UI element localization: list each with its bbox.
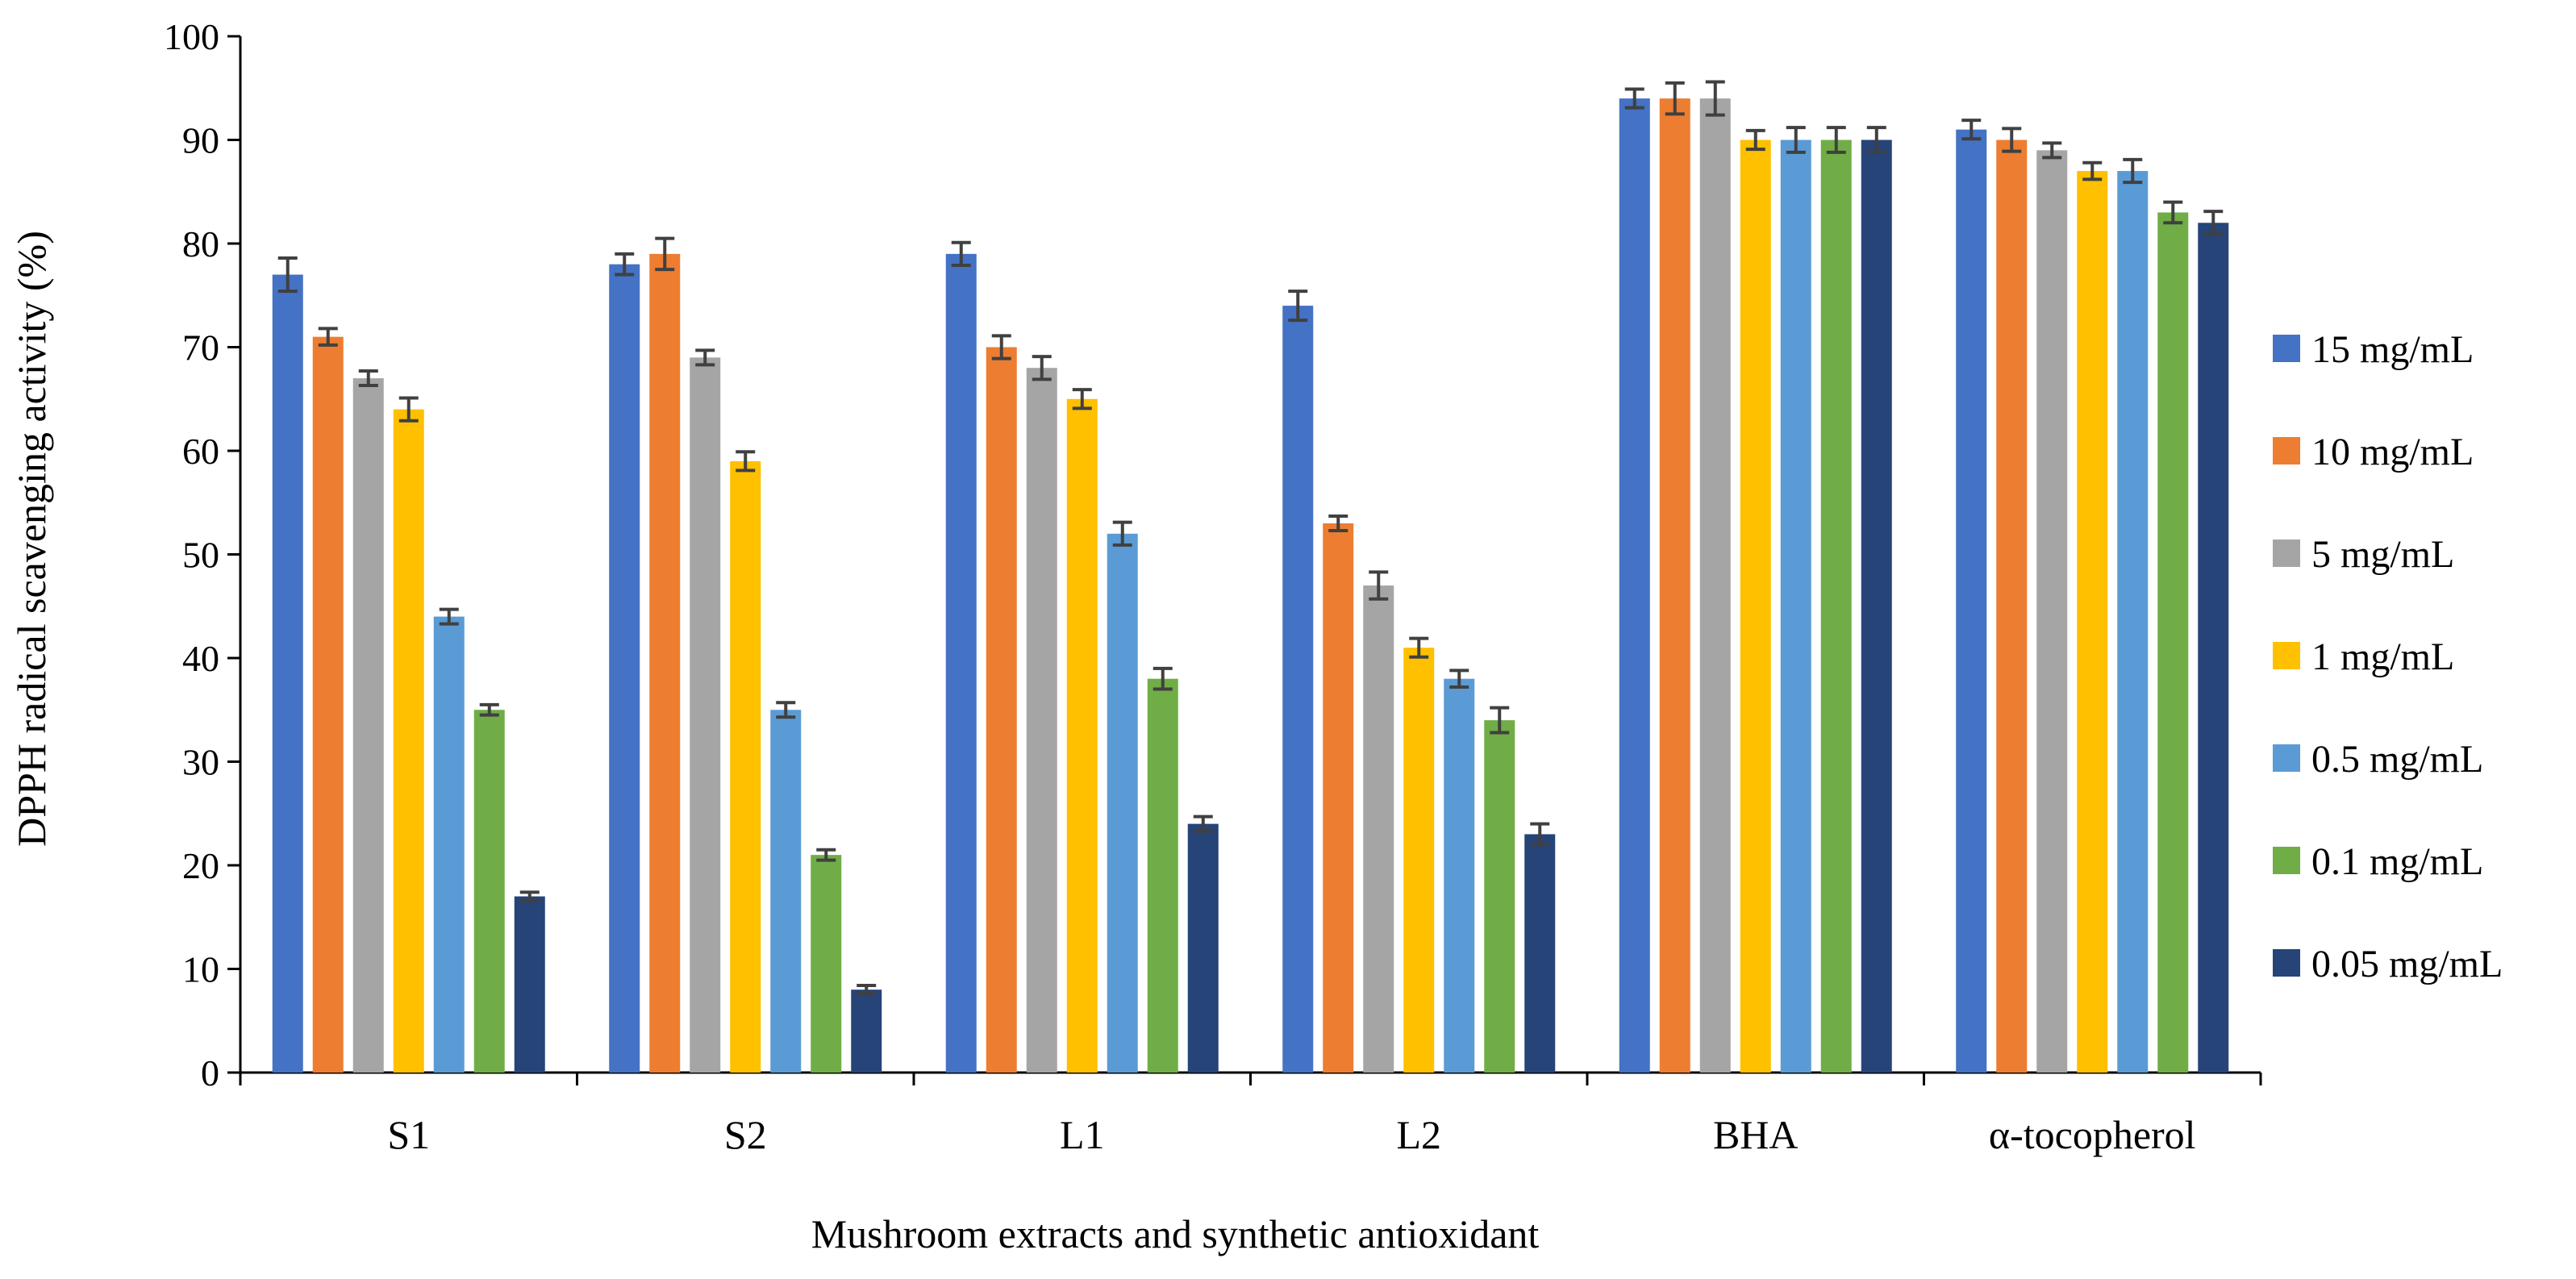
legend-swatch: [2273, 847, 2300, 874]
series-0-1-mg-ml: [473, 126, 2189, 1073]
bar: [1323, 523, 1354, 1073]
legend-label: 0.1 mg/mL: [2311, 840, 2483, 883]
legend-label: 5 mg/mL: [2311, 533, 2454, 576]
bar: [1444, 678, 1475, 1073]
bar: [1363, 585, 1394, 1073]
legend-swatch: [2273, 437, 2300, 465]
y-tick-label: 80: [182, 223, 219, 265]
bar: [2036, 150, 2068, 1073]
bar: [514, 896, 545, 1073]
legend-item: 15 mg/mL: [2273, 328, 2474, 371]
y-tick-label: 90: [182, 120, 219, 161]
bar: [811, 855, 842, 1073]
legend-item: 5 mg/mL: [2273, 533, 2454, 576]
y-axis-title: DPPH radical scavenging activity (%): [9, 231, 54, 847]
y-tick-label: 10: [182, 949, 219, 990]
bar: [2198, 223, 2229, 1073]
bar: [393, 409, 424, 1073]
legend-swatch: [2273, 744, 2300, 772]
bar: [352, 378, 384, 1073]
bar: [1619, 98, 1650, 1073]
series-1-mg-ml: [393, 128, 2108, 1073]
series-0-5-mg-ml: [433, 126, 2149, 1073]
bar: [1740, 140, 1771, 1073]
bar: [690, 357, 721, 1073]
series-10-mg-ml: [312, 81, 2028, 1073]
legend-item: 0.05 mg/mL: [2273, 943, 2503, 985]
legend-swatch: [2273, 540, 2300, 567]
bar: [1820, 140, 1852, 1073]
y-tick-label: 0: [201, 1052, 219, 1094]
bar: [1026, 368, 1057, 1073]
y-tick-label: 20: [182, 845, 219, 886]
legend-item: 10 mg/mL: [2273, 431, 2474, 473]
bar: [945, 253, 977, 1073]
legend-swatch: [2273, 642, 2300, 669]
bar: [1147, 678, 1178, 1073]
legend-label: 0.5 mg/mL: [2311, 738, 2483, 781]
bar: [1956, 129, 1987, 1073]
bar: [1780, 140, 1811, 1073]
legend-label: 0.05 mg/mL: [2311, 943, 2503, 985]
y-tick-label: 100: [164, 16, 219, 57]
series-0-05-mg-ml: [514, 126, 2229, 1073]
bar: [1282, 306, 1314, 1073]
bars: [272, 80, 2229, 1073]
bar: [272, 274, 303, 1073]
y-tick-label: 70: [182, 327, 219, 369]
bar: [1066, 398, 1098, 1073]
x-tick-label: S2: [724, 1112, 767, 1157]
x-tick-label: L1: [1060, 1112, 1105, 1157]
x-tick-label: S1: [387, 1112, 430, 1157]
bar: [2077, 171, 2108, 1073]
bar: [770, 710, 802, 1073]
bar: [1861, 140, 1892, 1073]
bar: [312, 336, 344, 1073]
x-axis: S1 S2 L1 L2 BHA α-tocopherol: [239, 1071, 2262, 1157]
bar: [1699, 98, 1731, 1073]
bar: [433, 616, 465, 1073]
bar: [1187, 823, 1219, 1073]
y-axis: 0 10 20 30 40 50 60 70 80 90 100: [164, 16, 242, 1094]
series-15-mg-ml: [272, 87, 1987, 1073]
bar: [730, 460, 761, 1073]
legend-swatch: [2273, 335, 2300, 362]
y-tick-label: 50: [182, 535, 219, 576]
bar: [1403, 648, 1435, 1073]
bar: [1996, 140, 2028, 1073]
bar: [986, 347, 1017, 1073]
bar: [851, 989, 882, 1073]
y-tick-label: 60: [182, 431, 219, 472]
legend: 15 mg/mL 10 mg/mL 5 mg/mL 1 mg/mL 0.5 mg/mL 0…: [2273, 328, 2503, 985]
series-5-mg-ml: [352, 80, 2068, 1073]
legend-label: 15 mg/mL: [2311, 328, 2474, 371]
bar: [1484, 720, 1515, 1073]
y-tick-label: 30: [182, 742, 219, 783]
legend-swatch: [2273, 949, 2300, 977]
bar: [649, 253, 681, 1073]
legend-item: 1 mg/mL: [2273, 635, 2454, 678]
legend-label: 10 mg/mL: [2311, 431, 2474, 473]
x-axis-title: Mushroom extracts and synthetic antioxid…: [811, 1211, 1540, 1256]
legend-item: 0.5 mg/mL: [2273, 738, 2483, 781]
bar: [1107, 533, 1138, 1073]
x-tick-label: BHA: [1713, 1112, 1799, 1157]
y-tick-label: 40: [182, 638, 219, 679]
legend-label: 1 mg/mL: [2311, 635, 2454, 678]
bar: [1659, 98, 1690, 1073]
bar: [609, 264, 640, 1073]
bar: [1524, 834, 1556, 1073]
legend-item: 0.1 mg/mL: [2273, 840, 2483, 883]
bar: [2117, 171, 2149, 1073]
bar: [2157, 212, 2189, 1073]
bar: [473, 710, 505, 1073]
x-tick-label: α-tocopherol: [1989, 1112, 2196, 1157]
x-tick-label: L2: [1396, 1112, 1441, 1157]
